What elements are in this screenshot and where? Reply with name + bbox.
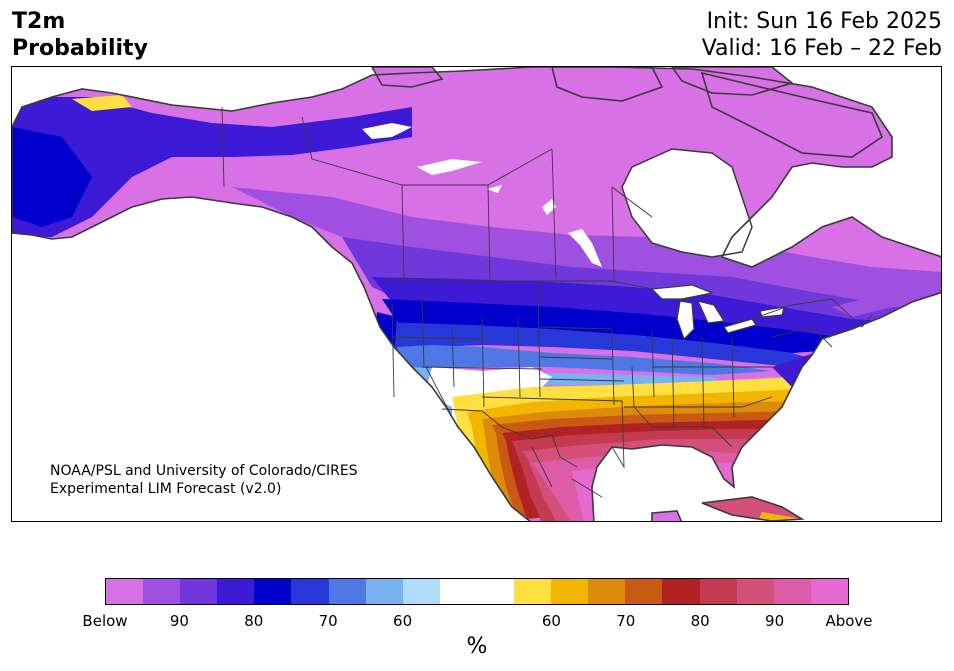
colorbar-segment xyxy=(662,579,700,604)
colorbar-segment xyxy=(180,579,218,604)
colorbar-segment xyxy=(291,579,329,604)
valid-range: Valid: 16 Feb – 22 Feb xyxy=(701,36,942,61)
map-title: T2m Probability xyxy=(12,8,148,62)
map-panel: NOAA/PSL and University of Colorado/CIRE… xyxy=(11,66,942,522)
forecast-dates: Init: Sun 16 Feb 2025 Valid: 16 Feb – 22… xyxy=(702,8,942,62)
colorbar-segment xyxy=(143,579,181,604)
colorbar-segment xyxy=(106,579,144,604)
probability-map: NOAA/PSL and University of Colorado/CIRE… xyxy=(12,67,941,521)
colorbar-tick-label: 70 xyxy=(318,612,338,630)
colorbar-segment xyxy=(810,579,848,604)
inland-water xyxy=(362,123,785,341)
colorbar-unit: % xyxy=(466,634,488,659)
colorbar-tick-label: 60 xyxy=(393,612,413,630)
colorbar-segment xyxy=(514,579,552,604)
colorbar xyxy=(105,578,849,605)
colorbar-tick-label: 80 xyxy=(690,612,710,630)
colorbar-segment xyxy=(588,579,626,604)
political-borders xyxy=(221,106,873,498)
coastlines xyxy=(12,67,941,521)
colorbar-segment xyxy=(551,579,589,604)
colorbar-segment xyxy=(439,579,477,604)
colorbar-segment xyxy=(625,579,663,604)
colorbar-segment xyxy=(365,579,403,604)
colorbar-tick-label: 80 xyxy=(244,612,264,630)
colorbar-tick-label: 70 xyxy=(616,612,636,630)
colorbar-tick-label: 60 xyxy=(541,612,561,630)
colorbar-tick-label: 90 xyxy=(765,612,785,630)
colorbar-ticks: Below 90 80 70 60 60 70 80 90 Above xyxy=(82,612,872,632)
colorbar-segment xyxy=(328,579,366,604)
title-variable: T2m xyxy=(12,9,66,34)
init-date: Init: Sun 16 Feb 2025 xyxy=(706,9,942,34)
colorbar-segment xyxy=(699,579,737,604)
colorbar-segment xyxy=(402,579,440,604)
colorbar-tick-label: 90 xyxy=(169,612,189,630)
title-quantity: Probability xyxy=(12,36,148,61)
colorbar-segment xyxy=(476,579,515,604)
credit-line-2: Experimental LIM Forecast (v2.0) xyxy=(50,481,281,497)
colorbar-tick-label: Above xyxy=(825,612,873,630)
colorbar-segment xyxy=(773,579,811,604)
colorbar-segment xyxy=(736,579,774,604)
credit-line-1: NOAA/PSL and University of Colorado/CIRE… xyxy=(50,463,358,479)
colorbar-segment xyxy=(254,579,292,604)
colorbar-tick-label: Below xyxy=(82,612,128,630)
colorbar-segment xyxy=(217,579,255,604)
credit-block: NOAA/PSL and University of Colorado/CIRE… xyxy=(50,463,358,497)
